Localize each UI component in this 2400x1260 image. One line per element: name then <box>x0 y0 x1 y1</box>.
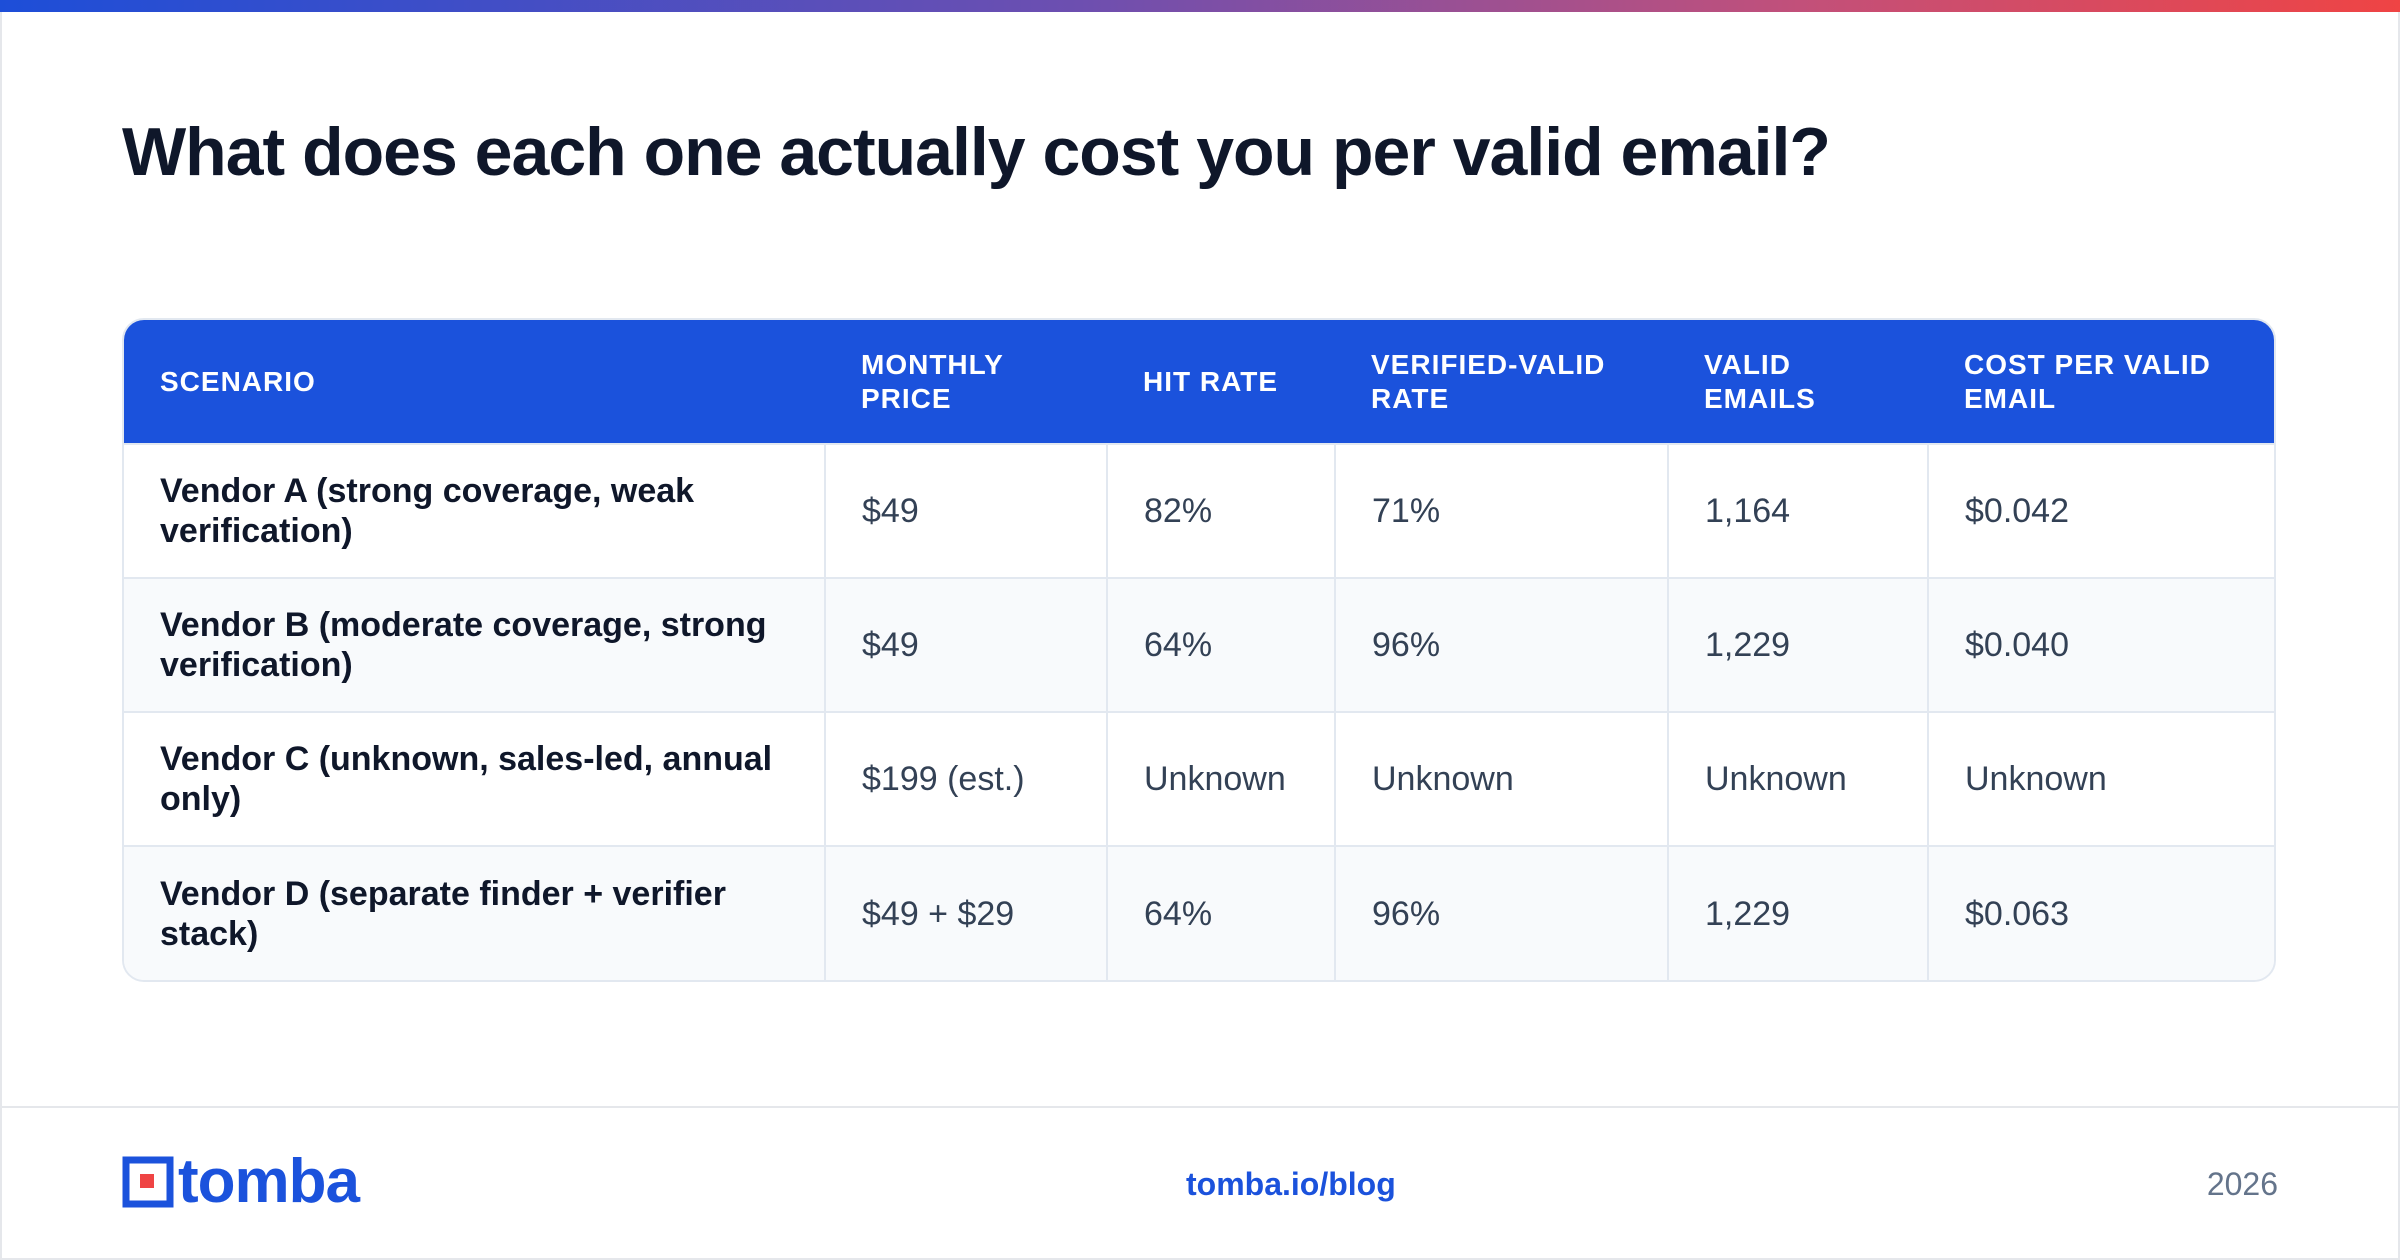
cell-cost-per-valid-email: Unknown <box>1927 711 2274 846</box>
table-row: Vendor D (separate finder + verifier sta… <box>124 845 2274 980</box>
cell-scenario: Vendor D (separate finder + verifier sta… <box>124 845 825 980</box>
cell-cost-per-valid-email: $0.040 <box>1927 577 2274 712</box>
cell-verified-valid-rate: 96% <box>1334 845 1668 980</box>
cell-monthly-price: $49 + $29 <box>824 845 1107 980</box>
cell-monthly-price: $49 <box>824 577 1107 712</box>
table-header-row: SCENARIO MONTHLY PRICE HIT RATE VERIFIED… <box>124 320 2274 444</box>
tomba-logo-icon <box>122 1156 174 1208</box>
header-cost-per-valid-email: COST PER VALID EMAIL <box>1964 348 2211 414</box>
footer-year: 2026 <box>2206 1166 2278 1202</box>
cell-scenario: Vendor B (moderate coverage, strong veri… <box>124 577 825 712</box>
cell-valid-emails: 1,164 <box>1667 443 1928 578</box>
cell-scenario: Vendor A (strong coverage, weak verifica… <box>124 443 825 578</box>
table-row: Vendor C (unknown, sales-led, annual onl… <box>124 711 2274 846</box>
table-row: Vendor A (strong coverage, weak verifica… <box>124 443 2274 578</box>
cell-verified-valid-rate: Unknown <box>1334 711 1668 846</box>
top-gradient-bar <box>0 0 2400 12</box>
cell-hit-rate: 82% <box>1106 443 1335 578</box>
page-title: What does each one actually cost you per… <box>122 114 1831 190</box>
cell-valid-emails: Unknown <box>1667 711 1928 846</box>
cell-monthly-price: $49 <box>824 443 1107 578</box>
tomba-logo-text: tomba <box>178 1147 360 1216</box>
cell-monthly-price: $199 (est.) <box>824 711 1107 846</box>
header-scenario: SCENARIO <box>160 365 316 397</box>
cell-hit-rate: Unknown <box>1106 711 1335 846</box>
table-row: Vendor B (moderate coverage, strong veri… <box>124 577 2274 712</box>
footer-divider <box>0 1106 2400 1108</box>
cell-valid-emails: 1,229 <box>1667 845 1928 980</box>
cell-verified-valid-rate: 71% <box>1334 443 1668 578</box>
cell-hit-rate: 64% <box>1106 845 1335 980</box>
header-hit-rate: HIT RATE <box>1143 365 1279 397</box>
cell-valid-emails: 1,229 <box>1667 577 1928 712</box>
cell-cost-per-valid-email: $0.042 <box>1927 443 2274 578</box>
header-verified-valid-rate: VERIFIED-VALID RATE <box>1371 348 1606 414</box>
cell-verified-valid-rate: 96% <box>1334 577 1668 712</box>
header-valid-emails: VALID EMAILS <box>1704 348 1816 414</box>
blog-link[interactable]: tomba.io/blog <box>1186 1166 1396 1202</box>
tomba-logo[interactable]: tomba <box>122 1147 360 1216</box>
cell-cost-per-valid-email: $0.063 <box>1927 845 2274 980</box>
header-monthly-price: MONTHLY PRICE <box>861 348 1004 414</box>
cell-scenario: Vendor C (unknown, sales-led, annual onl… <box>124 711 825 846</box>
cell-hit-rate: 64% <box>1106 577 1335 712</box>
cost-comparison-table: SCENARIO MONTHLY PRICE HIT RATE VERIFIED… <box>122 318 2276 982</box>
